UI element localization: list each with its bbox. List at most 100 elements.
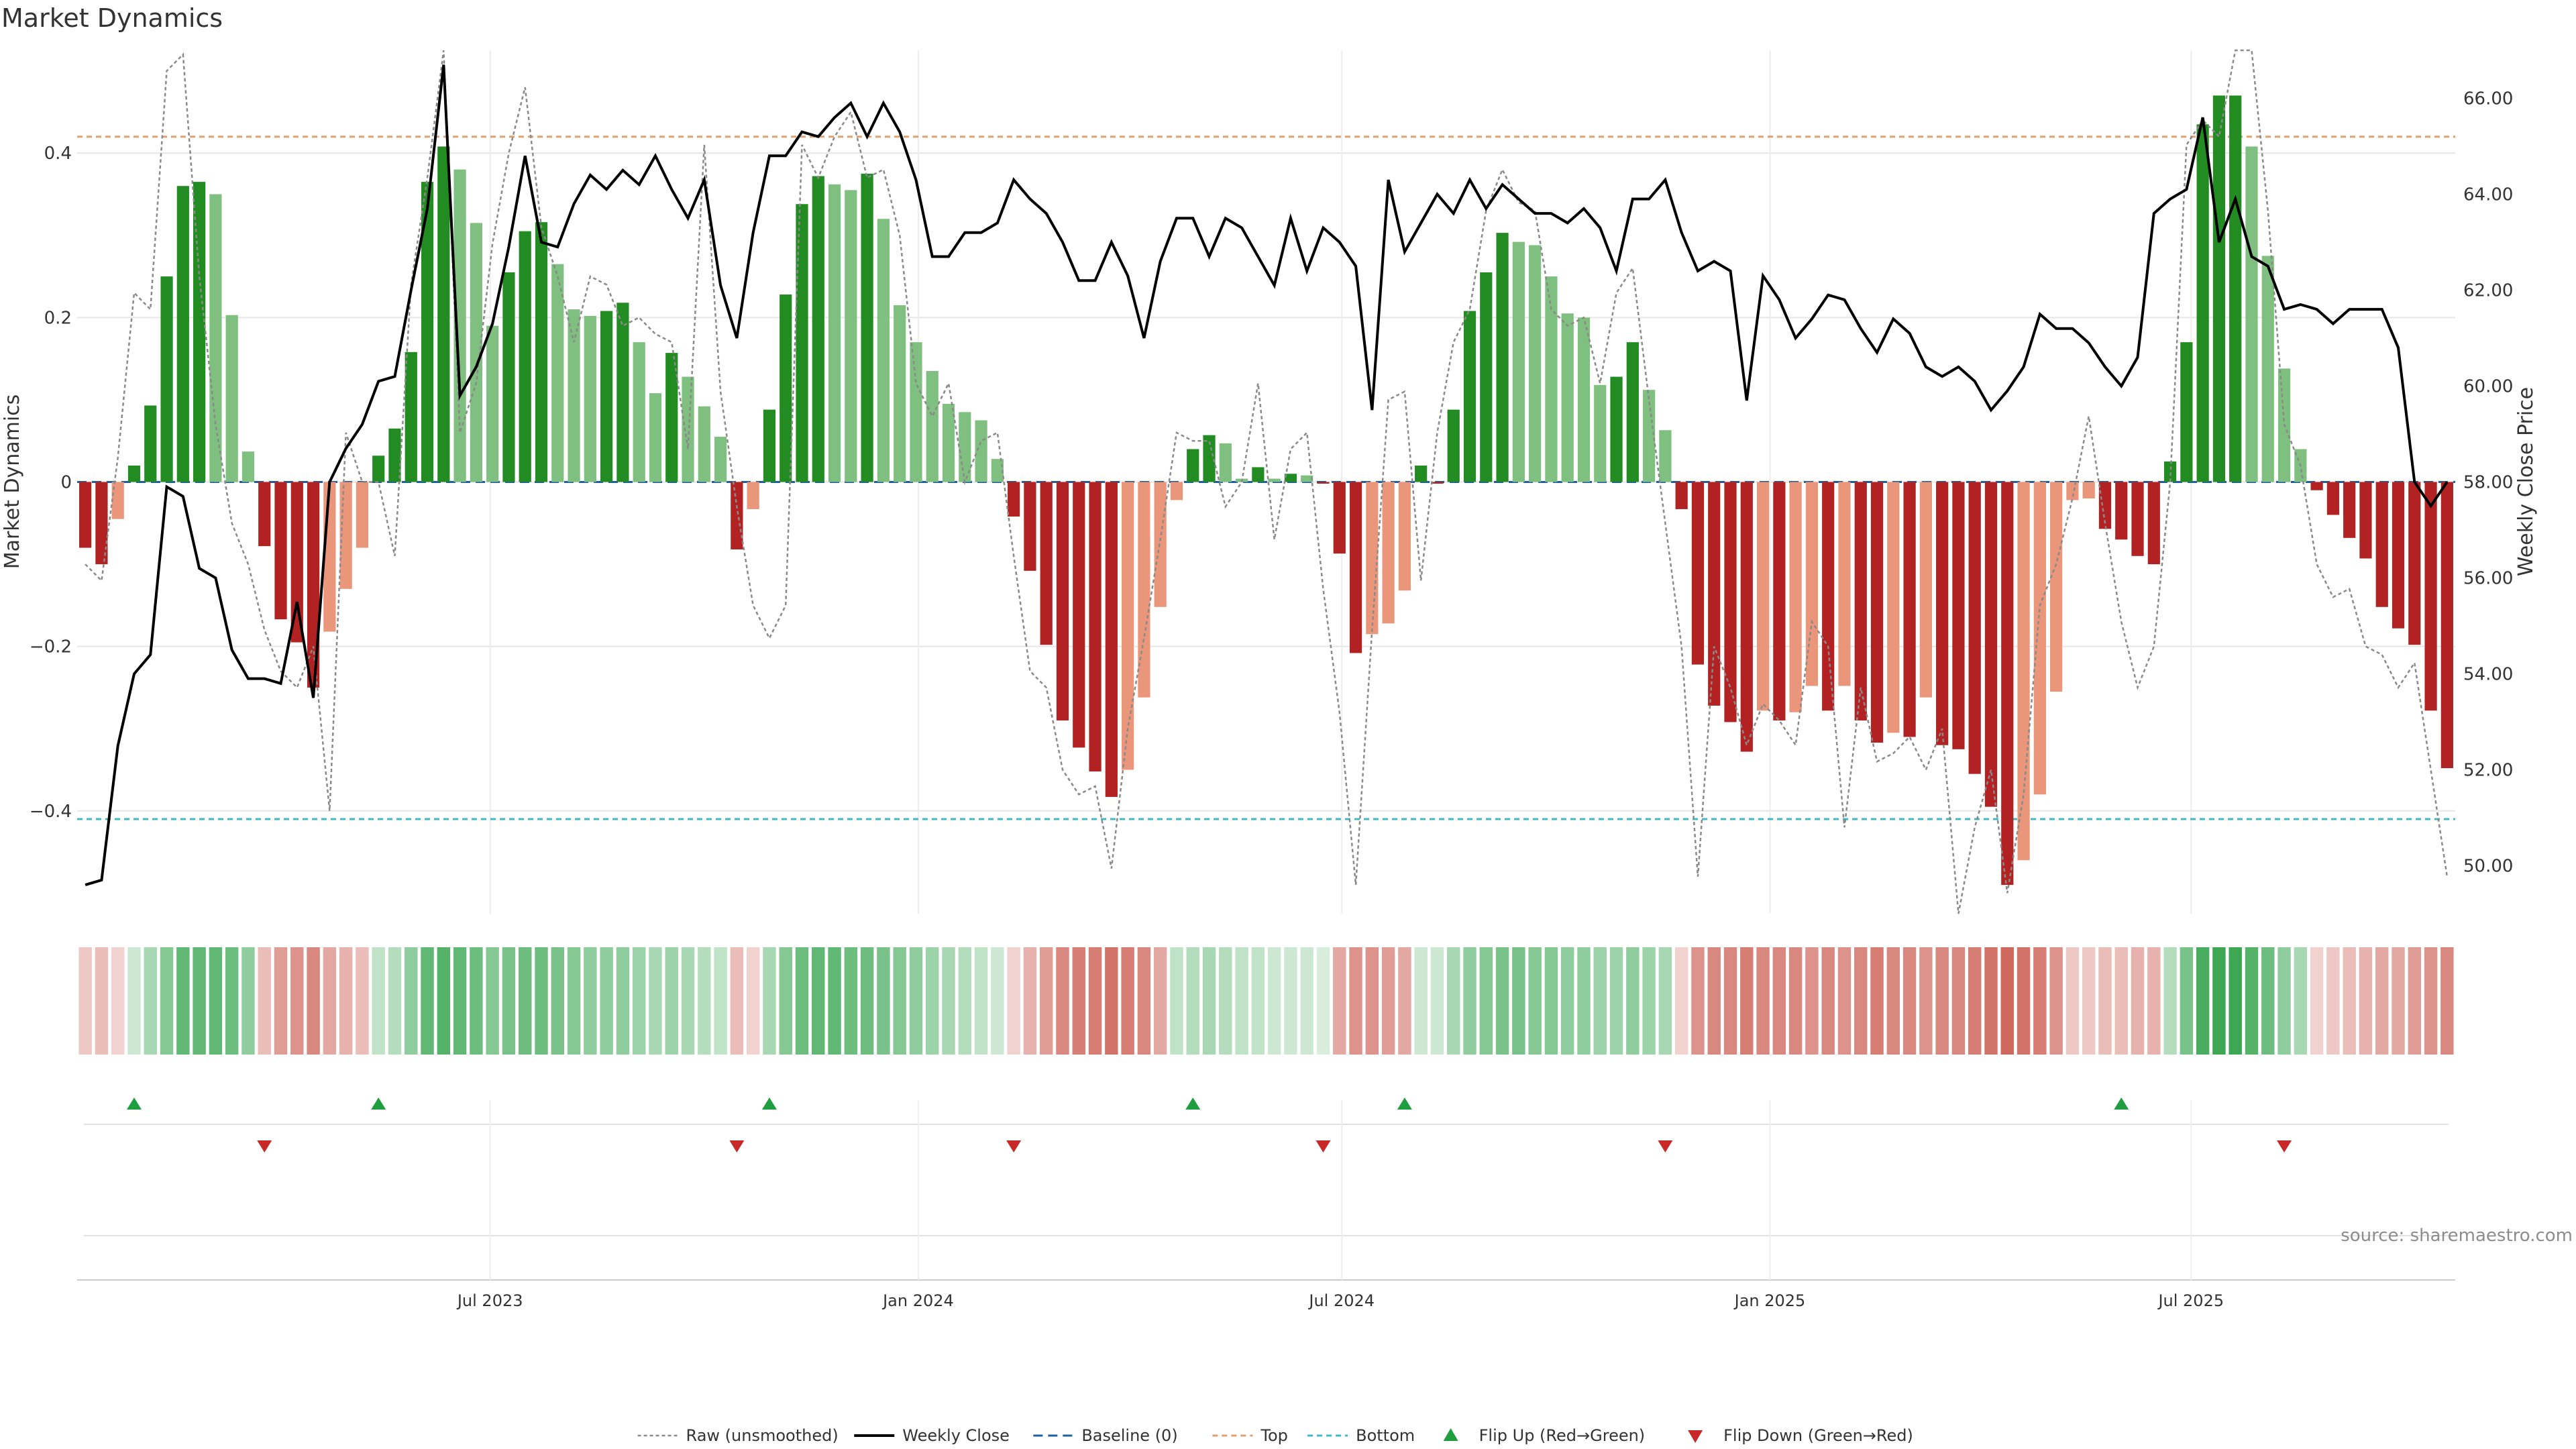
heat-cell [1788,947,1803,1055]
heat-cell [1593,947,1607,1055]
heat-cell [144,947,157,1055]
market-dynamics-bar [1870,482,1884,743]
left-tick-label: −0.2 [30,637,72,657]
heat-cell [1626,947,1640,1055]
market-dynamics-bar [2424,482,2437,711]
heat-cell [1153,947,1167,1055]
heat-cell [926,947,939,1055]
heat-cell [1577,947,1591,1055]
market-dynamics-bar [502,272,515,482]
flip-up-marker [761,1097,777,1110]
legend-label: Flip Up (Red→Green) [1479,1426,1646,1445]
market-dynamics-bar [1887,482,1900,733]
heat-cell [616,947,630,1055]
heat-cell [1039,947,1053,1055]
market-dynamics-bar [1252,467,1265,482]
heat-cell [584,947,597,1055]
right-tick-label: 60.00 [2463,377,2513,397]
heat-cell [241,947,255,1055]
heat-cell [1202,947,1216,1055]
left-tick-label: 0.2 [44,308,72,328]
flip-up-marker [1185,1097,1201,1110]
market-dynamics-bar [1219,443,1232,482]
market-dynamics-bar [584,315,596,482]
legend-label: Raw (unsmoothed) [686,1426,839,1445]
x-axis: Jul 2023 Jan 2024 Jul 2024 Jan 2025 Jul 2025 [77,1100,2455,1310]
heat-cell [2033,947,2047,1055]
heat-cell [567,947,581,1055]
heat-cell [665,947,678,1055]
market-dynamics-bar [2050,482,2063,692]
market-dynamics-bar [323,482,336,632]
market-dynamics-bar [828,184,841,482]
heat-cell [698,947,711,1055]
market-dynamics-bar [1773,482,1786,720]
market-dynamics-bar [747,482,759,509]
heat-cell [779,947,792,1055]
reference-lines [77,136,2455,820]
market-dynamics-bar [698,406,710,482]
market-dynamics-bar [910,342,922,482]
market-dynamics-bar [1838,482,1851,686]
heat-cell [453,947,467,1055]
heat-cell [1430,947,1444,1055]
heat-cell [160,947,174,1055]
heat-cell [1560,947,1574,1055]
flip-down-marker [729,1140,745,1152]
heat-cell [307,947,320,1055]
right-tick-label: 50.00 [2463,857,2513,877]
market-dynamics-bar [551,264,564,482]
heat-cell [1919,947,1933,1055]
heat-cell [828,947,841,1055]
heat-cell [2229,947,2242,1055]
market-dynamics-bar [1626,342,1639,482]
market-dynamics-bar [274,482,287,620]
heat-cell [1984,947,1998,1055]
right-tick-label: 52.00 [2463,761,2513,781]
flip-up-marker [1397,1097,1412,1110]
market-dynamics-bar [209,194,222,482]
heat-cell [1968,947,1982,1055]
market-dynamics-bar [1822,482,1835,711]
legend-label: Top [1260,1426,1288,1445]
heat-cell [356,947,369,1055]
left-axis-label: Market Dynamics [1,394,24,570]
market-dynamics-bar [1675,482,1688,509]
market-dynamics-bar [2066,482,2079,500]
heat-cell [176,947,190,1055]
market-dynamics-bar [193,182,206,482]
market-dynamics-bar [1724,482,1737,722]
market-dynamics-bar [2017,482,2030,861]
heat-cell [1235,947,1248,1055]
market-dynamics-bar [1447,409,1460,482]
market-dynamics-bar [894,305,906,482]
legend-item-flip_up: Flip Up (Red→Green) [1443,1426,1646,1445]
market-dynamics-bar [1008,482,1020,517]
heat-cell [2440,947,2454,1055]
heat-cell [127,947,141,1055]
x-tick-label: Jul 2024 [1307,1291,1375,1310]
market-dynamics-bar [1040,482,1053,645]
market-dynamics-bar [2180,342,2193,482]
heat-cell [714,947,727,1055]
legend-item-bottom: Bottom [1307,1426,1415,1445]
market-dynamics-bar [1903,482,1916,737]
heat-cell [519,947,532,1055]
market-dynamics-bar [388,428,401,482]
market-dynamics-bar [176,186,189,482]
heat-cell [2424,947,2438,1055]
right-tick-label: 56.00 [2463,569,2513,589]
market-dynamics-bar [1496,233,1509,482]
legend-item-raw: Raw (unsmoothed) [637,1426,839,1445]
heat-cell [844,947,858,1055]
market-dynamics-bar [2147,482,2160,565]
right-tick-label: 54.00 [2463,665,2513,685]
market-dynamics-bar [1382,482,1395,624]
heat-cell [812,947,825,1055]
heat-cell [2065,947,2080,1055]
heat-cell [1333,947,1346,1055]
market-dynamics-bar [1024,482,1036,571]
market-dynamics-bar [845,190,857,482]
heat-cell [1463,947,1477,1055]
